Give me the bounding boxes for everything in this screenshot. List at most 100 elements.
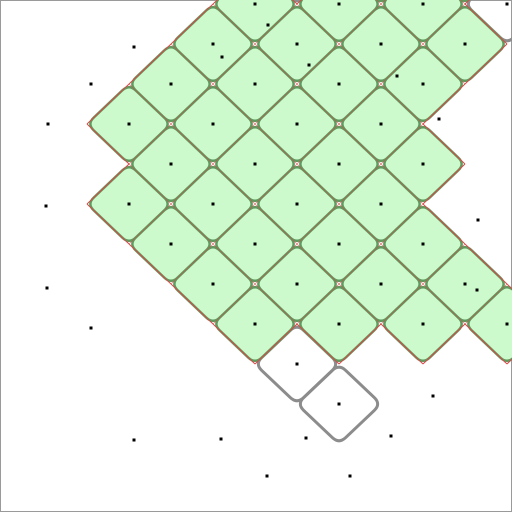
cell-edge: [212, 203, 256, 245]
cell-edge: [254, 243, 298, 285]
cell-edge: [380, 243, 424, 285]
region-boundary-edge: [422, 83, 466, 125]
cell-edge: [338, 163, 382, 205]
cell-edge: [296, 83, 340, 125]
cell-seed-point: [337, 82, 341, 86]
cell-seed-point: [337, 402, 341, 406]
cell-edge: [170, 83, 214, 125]
cell-seed-point: [127, 122, 131, 126]
cell-seed-point: [421, 242, 425, 246]
cell-seed-point: [253, 322, 257, 326]
cell-seed-point: [295, 282, 299, 286]
cell-seed-point: [253, 82, 257, 86]
cell-edge: [170, 203, 214, 245]
cell-edge: [170, 123, 214, 165]
region-boundary-edge: [128, 243, 172, 285]
cell-seed-point: [169, 242, 173, 246]
cell-seed-point: [463, 42, 467, 46]
cell-edge: [422, 283, 466, 325]
region-boundary-edge: [380, 323, 424, 365]
region-boundary-edge: [464, 3, 508, 45]
cell-edge: [128, 203, 172, 245]
cell-edge: [380, 43, 424, 85]
active-cell: [467, 285, 512, 363]
region-boundary-edge: [128, 43, 172, 85]
outer-seed-point: [437, 117, 441, 121]
cell-edge: [338, 43, 382, 85]
cell-seed-point: [421, 2, 425, 6]
active-cell: [375, 0, 387, 3]
outer-seed-point: [476, 218, 480, 222]
cell-edge: [338, 243, 382, 285]
cell-edge: [338, 123, 382, 165]
outer-seed-point: [307, 63, 311, 67]
cell-edge: [254, 3, 298, 45]
cell-edge: [254, 43, 298, 85]
cell-seed-point: [421, 82, 425, 86]
cell-edge: [170, 243, 214, 285]
cell-seed-point: [379, 122, 383, 126]
cell-edge: [212, 123, 256, 165]
cell-edge: [128, 163, 172, 205]
cell-seed-point: [211, 202, 215, 206]
cell-edge: [170, 163, 214, 205]
cell-seed-point: [505, 2, 509, 6]
region-boundary-edge: [422, 123, 466, 165]
cell-seed-point: [337, 322, 341, 326]
cell-seed-point: [169, 162, 173, 166]
outer-seed-point: [431, 394, 435, 398]
cell-seed-point: [337, 2, 341, 6]
region-boundary-edge: [170, 283, 214, 325]
cell-seed-point: [421, 322, 425, 326]
cell-edge: [128, 123, 172, 165]
cell-edge: [338, 83, 382, 125]
cell-edge: [212, 243, 256, 285]
cell-seed-point: [211, 42, 215, 46]
region-boundary-edge: [86, 203, 130, 245]
cell-edge: [464, 283, 508, 325]
outer-seed-point: [89, 326, 93, 330]
active-cells-group: [89, 0, 512, 363]
cell-edge: [422, 3, 466, 45]
outer-seed-point: [265, 474, 269, 478]
cell-edge: [296, 43, 340, 85]
cell-edge: [380, 283, 424, 325]
cell-edge: [296, 3, 340, 45]
region-outline-group: [86, 0, 512, 365]
region-boundary-edge: [338, 323, 382, 365]
cell-seed-point: [421, 162, 425, 166]
cell-edge: [380, 163, 424, 205]
cell-edge: [296, 203, 340, 245]
region-boundary-edge: [86, 163, 130, 205]
cell-edge: [212, 283, 256, 325]
cell-edge: [254, 83, 298, 125]
cell-edge: [338, 3, 382, 45]
outer-seed-point: [304, 436, 308, 440]
region-boundary-edge: [422, 163, 466, 205]
cell-seed-point: [295, 122, 299, 126]
cell-edge: [212, 83, 256, 125]
cell-edge: [254, 203, 298, 245]
cell-seed-point: [169, 82, 173, 86]
outer-seed-point: [46, 122, 50, 126]
cell-edge: [296, 163, 340, 205]
region-boundary-edge: [296, 323, 340, 365]
cell-edge: [296, 243, 340, 285]
cell-seed-point: [337, 162, 341, 166]
outer-seed-point: [395, 74, 399, 78]
cell-edge: [422, 43, 466, 85]
cell-seed-point: [379, 282, 383, 286]
region-boundary-edge: [422, 203, 466, 245]
region-boundary-edge: [254, 323, 298, 365]
cell-edge: [296, 123, 340, 165]
cell-edge: [296, 283, 340, 325]
cell-seed-point: [295, 362, 299, 366]
cell-seed-point: [211, 122, 215, 126]
cell-edge: [338, 283, 382, 325]
outer-seed-point: [220, 55, 224, 59]
outer-seed-point: [45, 286, 49, 290]
region-boundary-edge: [86, 83, 130, 125]
cell-edge: [128, 83, 172, 125]
